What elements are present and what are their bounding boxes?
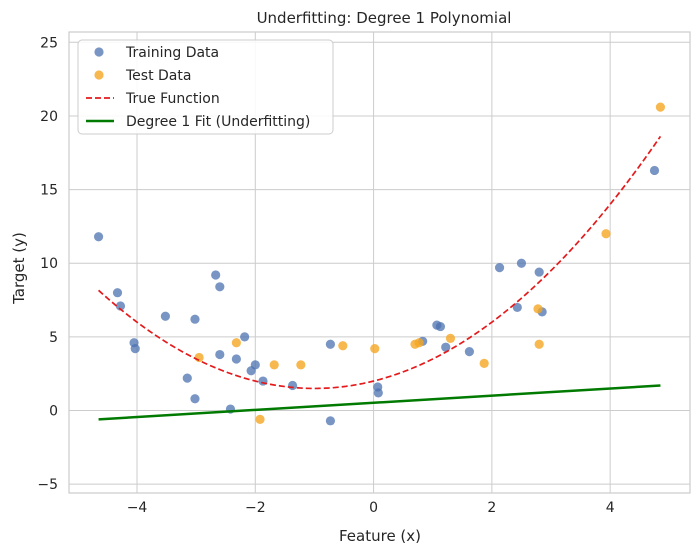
- training-point: [435, 321, 446, 332]
- test-point: [338, 341, 348, 351]
- legend-training-marker: [94, 47, 104, 57]
- test-point: [445, 333, 456, 343]
- x-tick-label: 2: [487, 500, 496, 516]
- chart-title: Underfitting: Degree 1 Polynomial: [257, 9, 512, 27]
- x-tick-label: −4: [127, 500, 148, 516]
- training-point: [115, 301, 126, 311]
- training-point: [215, 349, 225, 360]
- test-point: [296, 360, 306, 370]
- test-point: [194, 352, 204, 363]
- x-axis-ticks: −4 −2 0 2 4: [127, 500, 615, 516]
- training-point: [373, 388, 383, 398]
- test-point: [655, 102, 666, 112]
- training-point: [160, 311, 171, 321]
- training-point: [190, 394, 200, 404]
- legend-entry-label: Test Data: [125, 68, 191, 84]
- training-point: [130, 344, 140, 354]
- test-point: [533, 304, 543, 314]
- test-point: [370, 344, 380, 354]
- y-tick-label: 10: [40, 256, 58, 272]
- y-tick-label: −5: [37, 477, 58, 493]
- legend-entry-label: True Function: [125, 91, 220, 107]
- training-point: [325, 416, 336, 426]
- plot-content: [93, 102, 666, 426]
- y-tick-label: 25: [40, 35, 58, 51]
- y-tick-label: 15: [40, 183, 58, 199]
- training-point: [112, 288, 123, 298]
- training-point: [516, 258, 527, 268]
- training-point: [240, 332, 250, 342]
- y-axis-ticks: −5 0 5 10 15 20 25: [37, 35, 58, 493]
- training-point: [231, 354, 241, 364]
- test-point: [601, 229, 611, 239]
- legend-box: [77, 39, 334, 135]
- legend-entry-label: Training Data: [125, 45, 219, 61]
- legend-test-marker: [94, 70, 104, 80]
- legend: Training Data Test Data True Function Degre…: [77, 39, 334, 135]
- y-tick-label: 5: [49, 330, 58, 346]
- training-point: [182, 373, 192, 383]
- training-point: [250, 360, 260, 370]
- test-point: [414, 338, 424, 348]
- training-point: [494, 263, 505, 273]
- true-function-line: [98, 135, 662, 390]
- test-point: [231, 338, 241, 348]
- training-point: [534, 267, 544, 277]
- x-tick-label: −2: [245, 500, 266, 516]
- training-point: [287, 380, 298, 391]
- x-tick-label: 4: [606, 500, 615, 516]
- y-tick-label: 0: [49, 404, 58, 420]
- training-point: [649, 165, 660, 176]
- training-point: [325, 339, 336, 349]
- x-axis-label: Feature (x): [339, 527, 421, 545]
- training-point: [512, 302, 522, 313]
- x-tick-label: 0: [369, 500, 378, 516]
- test-point: [534, 339, 544, 349]
- plot-frame: [68, 31, 691, 494]
- training-point: [441, 342, 451, 352]
- training-point: [211, 270, 221, 280]
- test-point: [269, 360, 279, 370]
- degree-1-fit-line: [98, 384, 661, 421]
- training-point: [464, 347, 474, 357]
- test-point: [479, 358, 489, 368]
- training-point: [190, 314, 200, 324]
- legend-entry-label: Degree 1 Fit (Underfitting): [126, 114, 310, 130]
- training-point: [215, 282, 225, 292]
- y-tick-label: 20: [40, 109, 58, 125]
- test-point: [255, 414, 265, 424]
- y-axis-label: Target (y): [10, 232, 28, 305]
- training-point: [93, 232, 104, 242]
